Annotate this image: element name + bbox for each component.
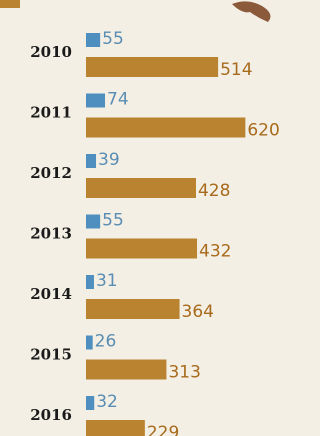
- category-label: 2013: [30, 225, 72, 243]
- value-label: 31: [96, 271, 118, 291]
- bar: [86, 420, 145, 436]
- value-label: 32: [96, 392, 118, 412]
- bar: [86, 239, 197, 259]
- category-label: 2010: [30, 43, 72, 61]
- category-label: 2015: [30, 346, 72, 364]
- bar: [86, 178, 196, 198]
- bar: [86, 299, 180, 319]
- value-label: 514: [220, 60, 252, 80]
- category-label: 2012: [30, 164, 72, 182]
- value-label: 620: [247, 121, 279, 141]
- bar: [86, 215, 100, 229]
- bar: [86, 118, 245, 138]
- value-label: 313: [168, 363, 200, 383]
- bar: [86, 94, 105, 108]
- value-label: 55: [102, 211, 124, 231]
- value-label: 364: [182, 302, 214, 322]
- bar: [86, 396, 94, 410]
- value-label: 74: [107, 90, 129, 110]
- bar: [86, 360, 166, 380]
- bar: [86, 275, 94, 289]
- value-label: 39: [98, 150, 120, 170]
- category-label: 2016: [30, 406, 72, 424]
- bar: [86, 154, 96, 168]
- value-label: 229: [147, 423, 179, 436]
- category-label: 2014: [30, 285, 72, 303]
- category-label: 2011: [30, 104, 72, 122]
- bar: [86, 33, 100, 47]
- value-label: 55: [102, 29, 124, 49]
- corner-swatch: [0, 0, 20, 8]
- value-label: 428: [198, 181, 230, 201]
- value-label: 26: [95, 332, 117, 352]
- value-label: 432: [199, 242, 231, 262]
- bar: [86, 57, 218, 77]
- bar: [86, 336, 93, 350]
- chart: 2010 55 514 2011 74 620 2012 39 428 2013 55 432 2014…: [0, 0, 297, 436]
